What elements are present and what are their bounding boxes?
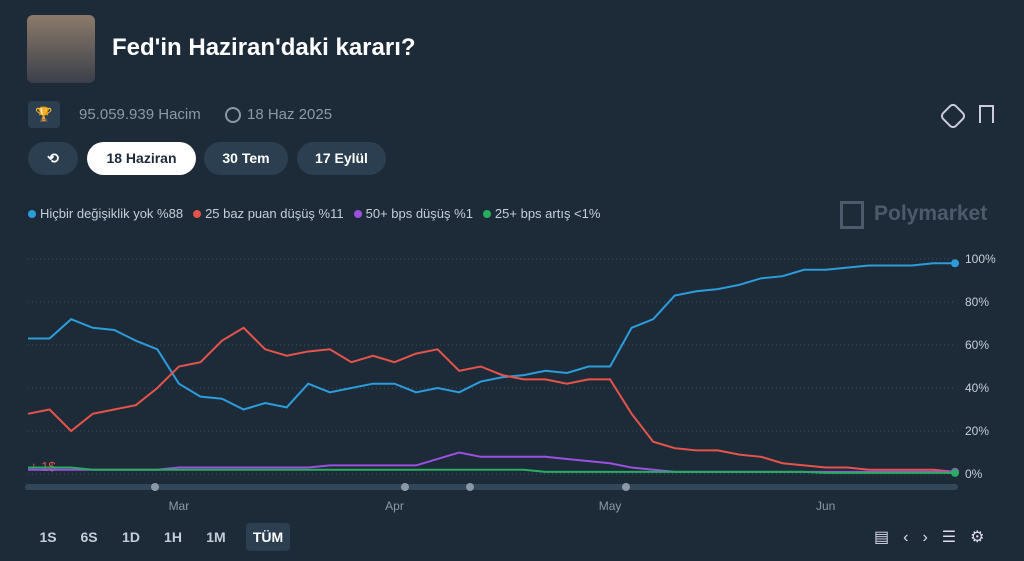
x-tick-label: Apr [385,499,404,513]
legend-swatch [28,210,36,218]
range-button[interactable]: 6S [80,529,98,545]
legend-swatch [193,210,202,218]
tab[interactable]: 30 Tem [204,142,288,175]
legend: Hiçbir değişiklik yok %88 25 baz puan düş… [28,206,600,221]
scrubber-dot[interactable] [622,483,630,491]
history-button[interactable]: ⟲ [28,142,78,175]
tab[interactable]: 17 Eylül [297,142,386,175]
range-button[interactable]: 1S [39,529,57,545]
y-tick-label: 80% [965,295,989,309]
x-tick-label: Mar [169,499,190,513]
clock-icon [225,107,241,123]
scrubber-dot[interactable] [466,483,474,491]
toolbar-icons[interactable]: ▤‹›☰⚙ [874,529,999,546]
avatar [27,15,95,83]
y-tick-label: 100% [965,252,996,266]
range-button[interactable]: 1D [122,529,140,545]
legend-swatch [353,210,362,218]
range-button[interactable]: TÜM [246,523,290,551]
series-line [28,466,955,474]
legend-item: 25+ bps artış <1% [482,206,601,221]
brand-logo [840,201,864,229]
end-dot [951,259,959,268]
legend-item: 50+ bps düşüş %1 [353,206,473,221]
date: 18 Haz 2025 [247,106,333,123]
title: Fed'in Haziran'daki kararı? [112,34,416,61]
bookmark-icon[interactable] [979,105,994,123]
legend-item: 25 baz puan düşüş %11 [193,206,344,221]
y-tick-label: 60% [965,338,989,352]
legend-item: Hiçbir değişiklik yok %88 [28,206,183,221]
y-tick-label: 20% [965,424,989,438]
brand: Polymarket [874,202,988,225]
tab[interactable]: 18 Haziran [87,142,196,175]
legend-label: Hiçbir değişiklik yok %88 [40,206,184,221]
trophy-icon[interactable]: 🏆 [28,101,60,128]
volume: 95.059.939 Hacim [79,106,201,123]
y-tick-label: 40% [965,381,989,395]
series-line [27,326,956,473]
range-button[interactable]: 1H [164,529,182,545]
y-tick-label: 0% [965,467,983,481]
scrubber-dot[interactable] [151,483,159,491]
legend-label: 50+ bps düşüş %1 [365,206,473,221]
legend-label: 25 baz puan düşüş %11 [205,206,344,221]
scrubber-dot[interactable] [401,483,409,491]
x-tick-label: May [599,499,622,513]
annotation: + 1$ [30,459,56,474]
end-dot [951,468,959,477]
range-button[interactable]: 1M [206,529,226,545]
legend-label: 25+ bps artış <1% [494,206,601,221]
series-line [28,262,955,411]
x-tick-label: Jun [816,499,835,513]
legend-swatch [482,210,491,218]
